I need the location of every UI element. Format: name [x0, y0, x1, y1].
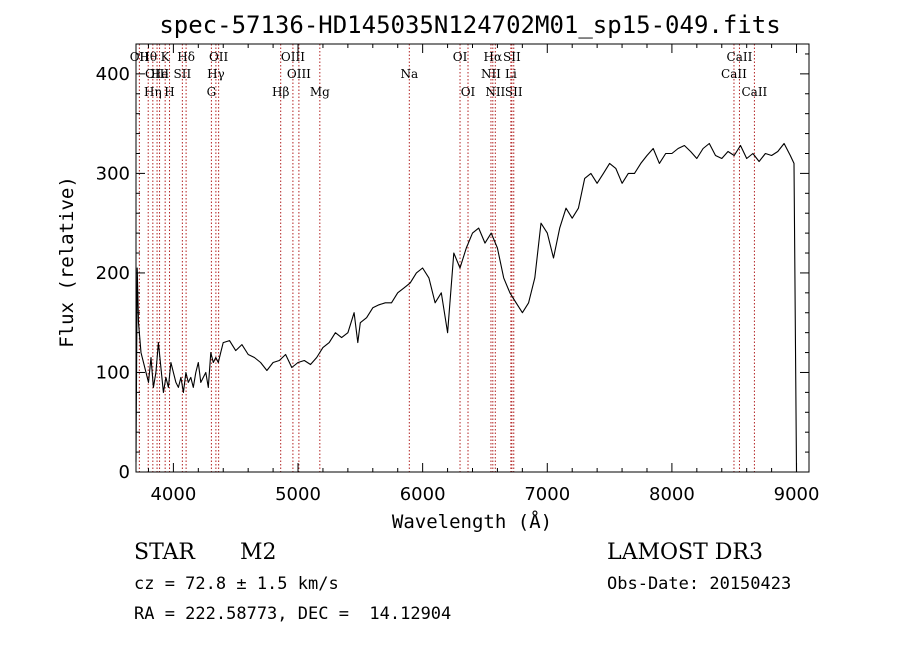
line-label: Hη	[144, 85, 162, 99]
observation-date: Obs-Date: 20150423	[607, 574, 792, 594]
coordinates: RA = 222.58773, DEC = 14.12904	[134, 604, 452, 624]
line-label: CaII	[721, 67, 747, 81]
line-label: OI	[453, 50, 468, 64]
y-tick-label: 200	[96, 263, 130, 284]
line-label: Hγ	[207, 67, 225, 81]
line-label: SII	[503, 50, 521, 64]
line-label: Hδ	[177, 50, 195, 64]
x-tick-label: 5000	[275, 484, 321, 505]
line-label: OII	[209, 50, 229, 64]
line-label: Hα	[484, 50, 503, 64]
line-label: SII	[505, 85, 523, 99]
survey-name: LAMOST DR3	[607, 540, 763, 565]
x-tick-label: 4000	[150, 484, 196, 505]
line-label: OIII	[287, 67, 311, 81]
x-tick-label: 9000	[774, 484, 820, 505]
line-label: G	[207, 85, 217, 99]
line-label: Hθ	[139, 50, 157, 64]
y-axis: 0 100 200 300 400	[96, 53, 809, 483]
line-label: Na	[400, 67, 418, 81]
line-label: H	[164, 85, 174, 99]
line-label: CaII	[741, 85, 767, 99]
chart-title: spec-57136-HD145035N124702M01_sp15-049.f…	[159, 11, 780, 39]
line-label: CaII	[727, 50, 753, 64]
object-class: STAR	[134, 540, 195, 565]
spectrum-series	[135, 142, 798, 473]
plot-frame	[135, 43, 810, 473]
x-tick-label: 6000	[400, 484, 446, 505]
line-label: Mg	[310, 85, 330, 99]
line-label: SII	[174, 67, 192, 81]
x-axis-label: Wavelength (Å)	[392, 510, 552, 533]
y-tick-label: 300	[96, 163, 130, 184]
line-label: K	[161, 50, 171, 64]
line-label: He	[151, 67, 169, 81]
emission-line-markers	[138, 44, 755, 472]
line-label: Hβ	[272, 85, 289, 99]
x-tick-label: 8000	[649, 484, 695, 505]
line-label: OIII	[281, 50, 305, 64]
y-axis-label: Flux (relative)	[56, 176, 78, 348]
spectrum-line	[135, 142, 798, 473]
x-axis: 4000 5000 6000 7000 8000 9000	[147, 44, 820, 505]
y-tick-label: 100	[96, 362, 130, 383]
line-label: OII	[130, 50, 150, 64]
line-label: OI	[461, 85, 476, 99]
x-tick-label: 7000	[524, 484, 570, 505]
line-label: NII	[485, 85, 505, 99]
redshift-value: cz = 72.8 ± 1.5 km/s	[134, 574, 339, 594]
line-label: NII	[481, 67, 501, 81]
y-tick-label: 0	[119, 462, 130, 483]
y-tick-label: 400	[96, 64, 130, 85]
line-label: OIII	[145, 67, 169, 81]
line-label: Li	[505, 67, 517, 81]
object-subclass: M2	[240, 540, 277, 565]
